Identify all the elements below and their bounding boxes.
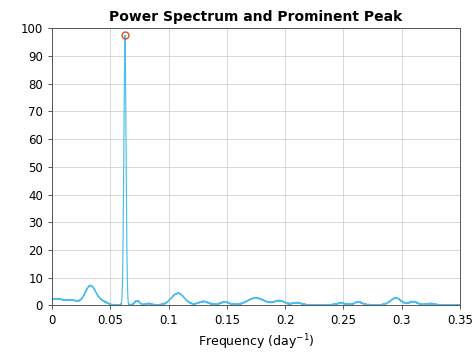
X-axis label: Frequency (day$^{-1}$): Frequency (day$^{-1}$) [198,333,314,353]
Title: Power Spectrum and Prominent Peak: Power Spectrum and Prominent Peak [109,10,402,24]
